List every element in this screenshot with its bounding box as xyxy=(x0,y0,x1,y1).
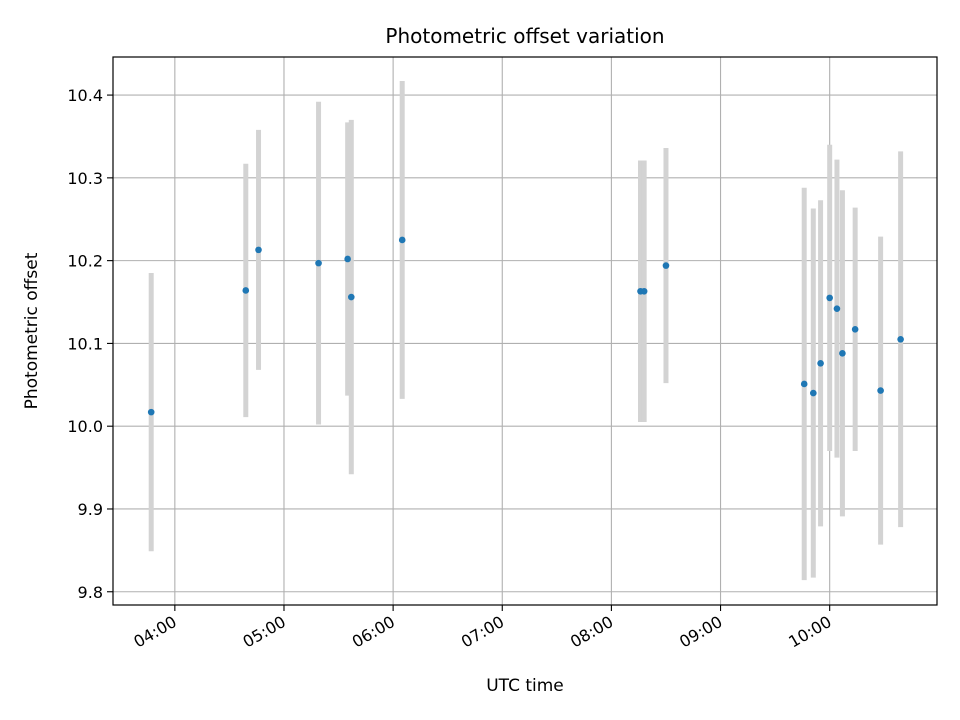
data-point xyxy=(833,305,841,312)
data-point xyxy=(839,350,846,357)
chart-title: Photometric offset variation xyxy=(385,24,664,48)
data-point xyxy=(315,259,322,267)
data-point xyxy=(344,255,351,263)
point-layer xyxy=(147,236,904,416)
data-point xyxy=(897,335,904,343)
data-point xyxy=(810,389,817,397)
data-point xyxy=(800,380,808,388)
y-axis: 9.8 9.9 10.0 10.1 10.2 10.3 10.4 xyxy=(67,86,113,602)
data-point xyxy=(851,326,859,333)
y-tick-label: 10.0 xyxy=(67,417,103,436)
plot-frame xyxy=(112,56,938,606)
data-point xyxy=(817,359,824,367)
y-tick-label: 10.1 xyxy=(67,334,103,353)
y-axis-title: Photometric offset xyxy=(22,252,42,409)
data-point xyxy=(242,287,250,294)
data-point xyxy=(147,408,155,416)
grid-layer xyxy=(113,57,937,605)
y-tick-label: 10.2 xyxy=(67,252,103,271)
data-point xyxy=(640,287,648,295)
y-tick-label: 10.4 xyxy=(67,86,103,105)
data-point xyxy=(255,246,262,254)
data-point xyxy=(398,236,406,244)
y-tick-label: 9.8 xyxy=(78,583,103,602)
x-axis-title: UTC time xyxy=(486,676,564,696)
y-tick-label: 10.3 xyxy=(67,169,103,188)
data-point xyxy=(826,294,833,302)
data-point xyxy=(662,262,670,269)
data-point xyxy=(877,387,884,394)
data-point xyxy=(347,293,355,301)
y-tick-label: 9.9 xyxy=(78,500,103,519)
